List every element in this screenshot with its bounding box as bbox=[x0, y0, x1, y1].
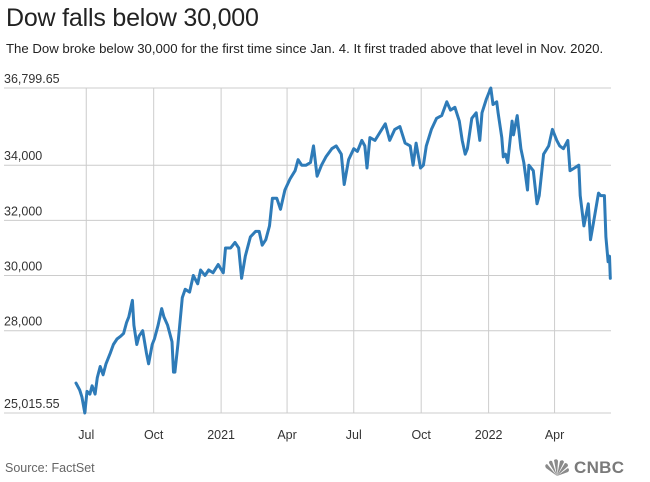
x-tick-label: Oct bbox=[411, 428, 431, 442]
x-tick-label: 2021 bbox=[207, 428, 235, 442]
source-note: Source: FactSet bbox=[5, 461, 95, 475]
series-layer bbox=[74, 86, 612, 415]
x-tick-label: Apr bbox=[277, 428, 296, 442]
y-tick-label: 28,000 bbox=[4, 315, 42, 329]
cnbc-logo: CNBC bbox=[543, 458, 624, 478]
x-tick-label: Oct bbox=[144, 428, 164, 442]
y-tick-label: 30,000 bbox=[4, 260, 42, 274]
y-tick-label: 34,000 bbox=[4, 149, 42, 163]
y-axis-ticks: 36,799.65 34,000 32,000 30,000 28,000 25,015.… bbox=[4, 72, 60, 411]
chart-subtitle: The Dow broke below 30,000 for the first… bbox=[6, 41, 604, 56]
x-tick-label: Jul bbox=[78, 428, 94, 442]
x-tick-label: 2022 bbox=[475, 428, 503, 442]
x-tick-label: Jul bbox=[346, 428, 362, 442]
x-tick-label: Apr bbox=[545, 428, 564, 442]
chart-title: Dow falls below 30,000 bbox=[6, 4, 259, 32]
y-tick-label: 32,000 bbox=[4, 204, 42, 218]
gridlines bbox=[4, 87, 611, 414]
y-tick-label: 36,799.65 bbox=[4, 72, 60, 86]
y-tick-label: 25,015.55 bbox=[4, 397, 60, 411]
dow-series-line bbox=[74, 86, 612, 415]
nbc-peacock-icon bbox=[545, 459, 569, 476]
x-axis-ticks: Jul Oct 2021 Apr Jul Oct 2022 Apr bbox=[78, 428, 564, 442]
cnbc-logo-text: CNBC bbox=[574, 458, 625, 477]
